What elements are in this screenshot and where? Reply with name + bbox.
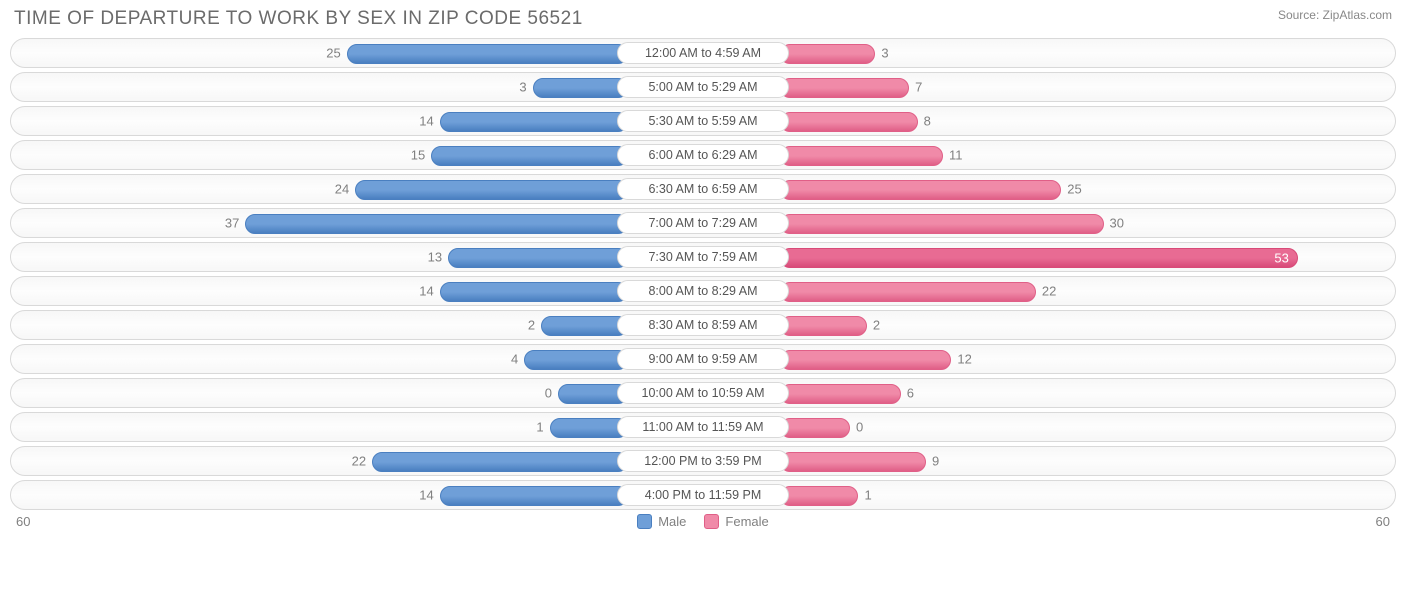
female-value: 53 <box>1274 251 1288 266</box>
female-bar <box>780 282 1036 302</box>
chart-row: 8:00 AM to 8:29 AM 14 22 <box>10 276 1396 306</box>
female-value: 7 <box>915 80 922 95</box>
female-value: 12 <box>957 352 971 367</box>
female-value: 9 <box>932 454 939 469</box>
chart-row: 6:30 AM to 6:59 AM 24 25 <box>10 174 1396 204</box>
female-bar <box>780 316 867 336</box>
male-value: 4 <box>511 352 518 367</box>
time-range-label: 8:30 AM to 8:59 AM <box>617 314 789 336</box>
male-bar <box>347 44 628 64</box>
legend-label-female: Female <box>725 514 768 529</box>
male-bar <box>440 486 628 506</box>
male-value: 24 <box>335 182 349 197</box>
time-range-label: 7:30 AM to 7:59 AM <box>617 246 789 268</box>
male-bar <box>524 350 628 370</box>
axis-left-max: 60 <box>16 514 30 529</box>
female-value: 8 <box>924 114 931 129</box>
chart-source: Source: ZipAtlas.com <box>1278 8 1392 22</box>
chart-row: 9:00 AM to 9:59 AM 4 12 <box>10 344 1396 374</box>
time-range-label: 6:30 AM to 6:59 AM <box>617 178 789 200</box>
chart-header: TIME OF DEPARTURE TO WORK BY SEX IN ZIP … <box>10 8 1396 38</box>
chart-row: 12:00 AM to 4:59 AM 25 3 <box>10 38 1396 68</box>
legend-item-female: Female <box>704 514 768 529</box>
female-bar <box>780 112 918 132</box>
female-bar: 53 <box>780 248 1298 268</box>
time-range-label: 9:00 AM to 9:59 AM <box>617 348 789 370</box>
male-bar <box>245 214 628 234</box>
time-range-label: 4:00 PM to 11:59 PM <box>617 484 789 506</box>
chart-row: 4:00 PM to 11:59 PM 14 1 <box>10 480 1396 510</box>
female-bar <box>780 214 1104 234</box>
male-value: 14 <box>419 284 433 299</box>
time-range-label: 7:00 AM to 7:29 AM <box>617 212 789 234</box>
time-range-label: 12:00 PM to 3:59 PM <box>617 450 789 472</box>
chart-row: 6:00 AM to 6:29 AM 15 11 <box>10 140 1396 170</box>
female-bar <box>780 146 943 166</box>
chart-row: 11:00 AM to 11:59 AM 1 0 <box>10 412 1396 442</box>
chart-container: TIME OF DEPARTURE TO WORK BY SEX IN ZIP … <box>0 0 1406 533</box>
male-value: 22 <box>352 454 366 469</box>
chart-row: 8:30 AM to 8:59 AM 2 2 <box>10 310 1396 340</box>
female-bar <box>780 78 909 98</box>
male-value: 2 <box>528 318 535 333</box>
legend-swatch-female <box>704 514 719 529</box>
female-value: 25 <box>1067 182 1081 197</box>
legend-swatch-male <box>637 514 652 529</box>
male-bar <box>355 180 628 200</box>
female-bar <box>780 180 1061 200</box>
female-value: 30 <box>1110 216 1124 231</box>
male-bar <box>541 316 628 336</box>
male-value: 25 <box>326 46 340 61</box>
male-bar <box>431 146 628 166</box>
time-range-label: 12:00 AM to 4:59 AM <box>617 42 789 64</box>
chart-row: 5:30 AM to 5:59 AM 14 8 <box>10 106 1396 136</box>
female-bar <box>780 452 926 472</box>
female-value: 6 <box>907 386 914 401</box>
male-value: 1 <box>536 420 543 435</box>
axis-right-max: 60 <box>1376 514 1390 529</box>
male-value: 15 <box>411 148 425 163</box>
time-range-label: 10:00 AM to 10:59 AM <box>617 382 789 404</box>
female-bar <box>780 44 875 64</box>
male-value: 13 <box>428 250 442 265</box>
time-range-label: 5:30 AM to 5:59 AM <box>617 110 789 132</box>
time-range-label: 5:00 AM to 5:29 AM <box>617 76 789 98</box>
female-value: 0 <box>856 420 863 435</box>
chart-rows: 12:00 AM to 4:59 AM2535:00 AM to 5:29 AM… <box>10 38 1396 510</box>
legend: Male Female <box>637 514 769 529</box>
female-value: 11 <box>949 148 963 163</box>
female-bar <box>780 350 951 370</box>
male-bar <box>448 248 628 268</box>
chart-row: 10:00 AM to 10:59 AM 0 6 <box>10 378 1396 408</box>
male-bar <box>372 452 628 472</box>
time-range-label: 11:00 AM to 11:59 AM <box>617 416 789 438</box>
female-bar <box>780 486 858 506</box>
male-value: 3 <box>519 80 526 95</box>
chart-footer: 60 Male Female 60 <box>10 510 1396 529</box>
chart-title: TIME OF DEPARTURE TO WORK BY SEX IN ZIP … <box>14 8 583 30</box>
male-bar <box>533 78 628 98</box>
chart-row: 12:00 PM to 3:59 PM 22 9 <box>10 446 1396 476</box>
female-value: 1 <box>864 488 871 503</box>
chart-row: 7:00 AM to 7:29 AM 37 30 <box>10 208 1396 238</box>
female-value: 22 <box>1042 284 1056 299</box>
time-range-label: 6:00 AM to 6:29 AM <box>617 144 789 166</box>
male-value: 14 <box>419 488 433 503</box>
legend-item-male: Male <box>637 514 686 529</box>
female-bar <box>780 384 901 404</box>
male-bar <box>440 112 628 132</box>
chart-row: 7:30 AM to 7:59 AM 13 53 <box>10 242 1396 272</box>
female-value: 2 <box>873 318 880 333</box>
legend-label-male: Male <box>658 514 686 529</box>
male-bar <box>440 282 628 302</box>
male-value: 14 <box>419 114 433 129</box>
male-value: 37 <box>225 216 239 231</box>
chart-row: 5:00 AM to 5:29 AM 3 7 <box>10 72 1396 102</box>
time-range-label: 8:00 AM to 8:29 AM <box>617 280 789 302</box>
male-value: 0 <box>545 386 552 401</box>
female-bar <box>780 418 850 438</box>
female-value: 3 <box>881 46 888 61</box>
